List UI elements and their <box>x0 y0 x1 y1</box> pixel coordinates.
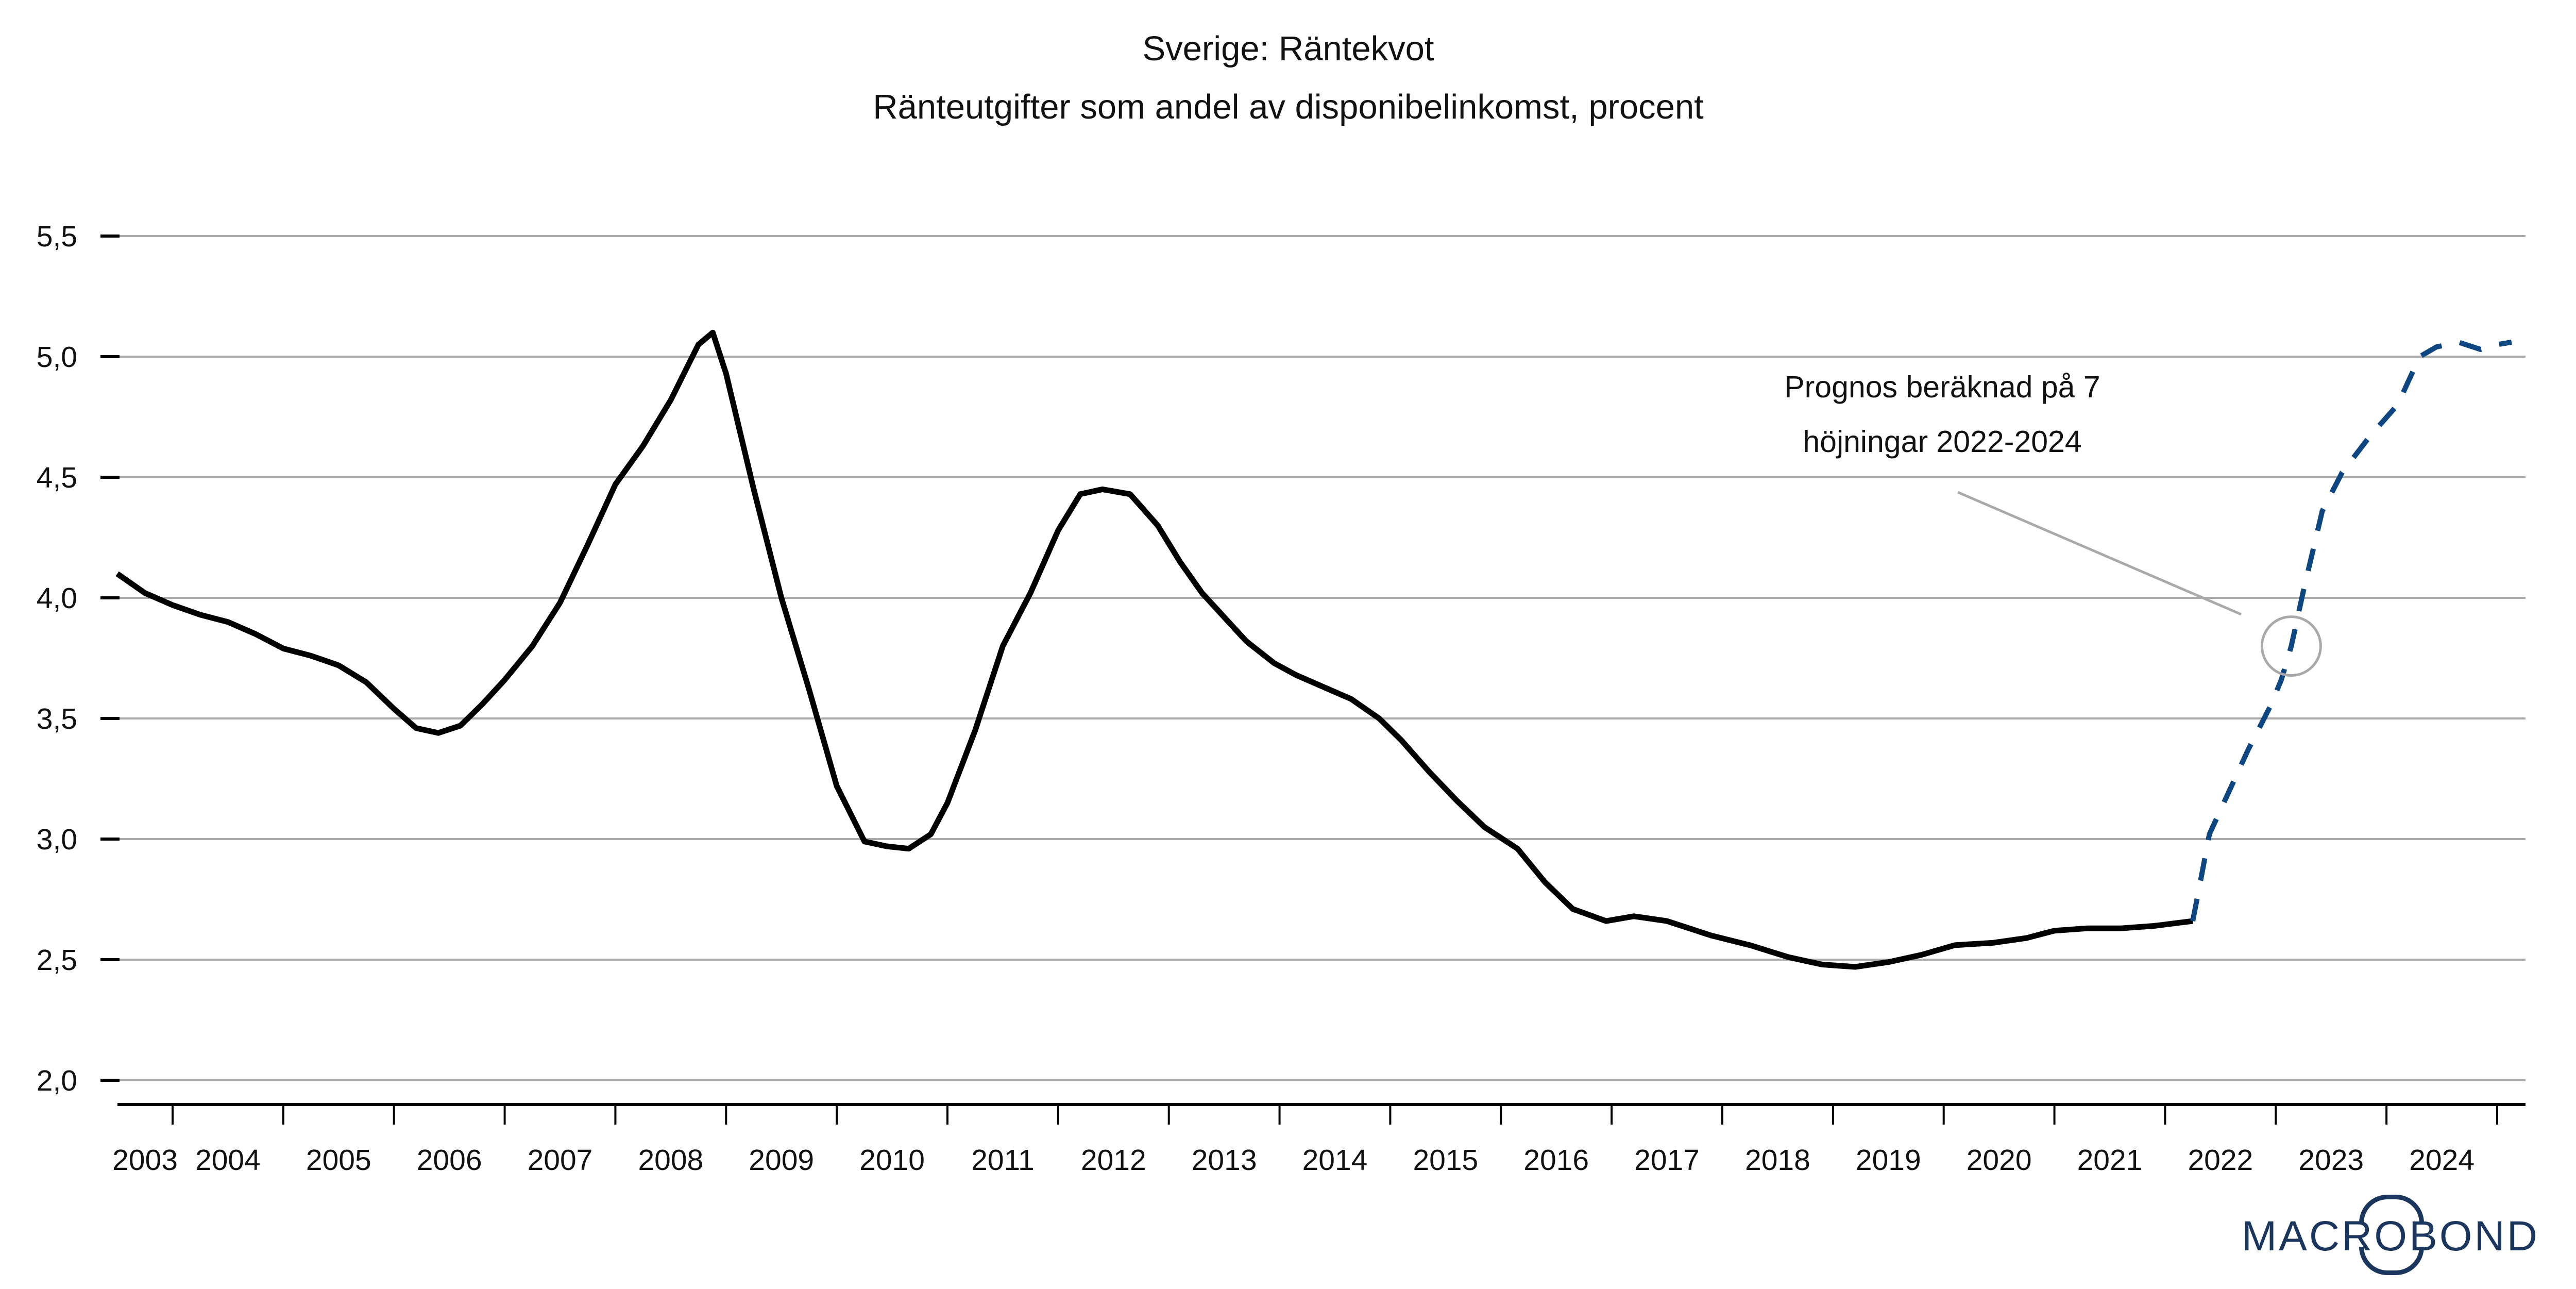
logo-o-icon: O <box>2374 1213 2410 1260</box>
history-line <box>115 329 2193 970</box>
y-axis-label: 5,5 <box>37 220 77 253</box>
x-axis-label: 2005 <box>306 1144 371 1177</box>
forecast-line <box>2190 339 2512 922</box>
chart-subtitle: Ränteutgifter som andel av disponibelink… <box>873 88 1704 126</box>
macrobond-logo: MACROBOND <box>2242 1212 2539 1261</box>
y-axis-label: 3,0 <box>37 823 77 856</box>
x-axis-label: 2016 <box>1523 1144 1589 1177</box>
annotation-line-2: höjningar 2022-2024 <box>1803 425 2082 459</box>
x-axis-label: 2024 <box>2409 1144 2475 1177</box>
x-axis-label: 2006 <box>417 1144 482 1177</box>
x-axis-label: 2008 <box>638 1144 703 1177</box>
x-axis-label: 2010 <box>859 1144 925 1177</box>
x-axis-label: 2021 <box>2077 1144 2143 1177</box>
y-axis-label: 2,0 <box>37 1064 77 1097</box>
forecast-annotation: Prognos beräknad på 7 höjningar 2022-202… <box>1685 360 2200 469</box>
x-axis-label: 2012 <box>1081 1144 1146 1177</box>
annotation-leader-line <box>1957 491 2242 616</box>
y-axis-label: 4,0 <box>37 582 77 615</box>
x-axis-label: 2017 <box>1634 1144 1700 1177</box>
x-axis-label: 2023 <box>2298 1144 2364 1177</box>
x-axis-label: 2007 <box>528 1144 593 1177</box>
logo-text-right: BOND <box>2409 1213 2539 1260</box>
x-axis-label: 2020 <box>1967 1144 2032 1177</box>
forecast-highlight-circle <box>2260 615 2322 677</box>
x-axis-label: 2018 <box>1745 1144 1810 1177</box>
x-axis-label: 2009 <box>749 1144 814 1177</box>
chart-title-block: Sverige: Räntekvot Ränteutgifter som and… <box>0 20 2576 136</box>
y-axis-label: 3,5 <box>37 702 77 735</box>
x-axis-label: 2019 <box>1856 1144 1921 1177</box>
logo-text-left: MACR <box>2241 1213 2375 1260</box>
x-axis-label: 2015 <box>1413 1144 1478 1177</box>
y-axis-label: 2,5 <box>37 944 77 977</box>
y-axis-label: 5,0 <box>37 341 77 374</box>
x-axis-label: 2004 <box>195 1144 261 1177</box>
x-axis-label: 2003 <box>112 1144 178 1177</box>
x-axis-label: 2014 <box>1302 1144 1368 1177</box>
x-axis-label: 2011 <box>971 1144 1035 1177</box>
y-axis-label: 4,5 <box>37 461 77 494</box>
chart-title: Sverige: Räntekvot <box>1142 29 1434 68</box>
annotation-line-1: Prognos beräknad på 7 <box>1784 370 2100 404</box>
x-axis-label: 2022 <box>2188 1144 2253 1177</box>
x-axis-label: 2013 <box>1192 1144 1257 1177</box>
